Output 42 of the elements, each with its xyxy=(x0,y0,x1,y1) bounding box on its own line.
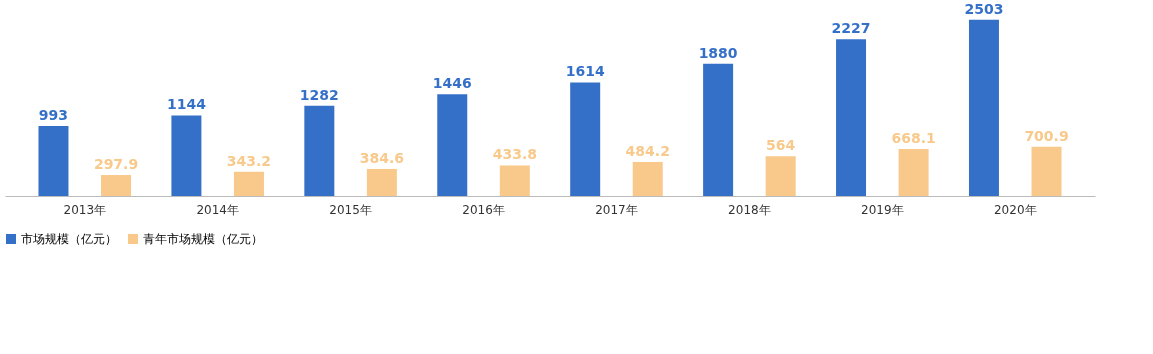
data-label: 700.9 xyxy=(1024,127,1069,144)
bar xyxy=(171,115,202,196)
bar xyxy=(703,63,734,196)
bar xyxy=(233,171,264,196)
data-label: 1614 xyxy=(565,63,605,80)
x-tick-label: 2016年 xyxy=(462,202,505,217)
data-label: 2503 xyxy=(964,0,1004,17)
bar xyxy=(1031,146,1062,196)
bar xyxy=(570,82,601,196)
legend-label: 市场规模（亿元） xyxy=(21,232,117,246)
bar xyxy=(366,168,397,196)
bar xyxy=(765,156,796,196)
bar xyxy=(437,94,468,196)
data-label: 993 xyxy=(38,107,69,124)
bar xyxy=(101,175,132,196)
bar xyxy=(898,148,929,196)
x-tick-label: 2018年 xyxy=(728,202,771,217)
data-label: 1282 xyxy=(299,86,339,103)
x-tick-label: 2014年 xyxy=(196,202,239,217)
data-label: 297.9 xyxy=(93,156,139,173)
data-label: 1880 xyxy=(698,44,738,61)
x-tick-label: 2017年 xyxy=(595,202,638,217)
bar xyxy=(38,126,69,196)
bar xyxy=(499,165,530,196)
data-label: 1446 xyxy=(432,75,472,92)
data-label: 668.1 xyxy=(891,129,936,146)
data-label: 1144 xyxy=(166,96,207,113)
data-label: 343.2 xyxy=(226,152,272,169)
data-label: 433.8 xyxy=(492,146,537,163)
legend-label: 青年市场规模（亿元） xyxy=(143,232,263,246)
x-tick-label: 2019年 xyxy=(861,202,904,217)
data-label: 484.2 xyxy=(625,142,670,159)
bar xyxy=(632,161,663,196)
bar xyxy=(304,105,335,196)
x-tick-label: 2015年 xyxy=(329,202,372,217)
data-label: 564 xyxy=(766,137,796,154)
data-label: 2227 xyxy=(831,20,871,37)
bar xyxy=(968,19,999,196)
x-tick-label: 2020年 xyxy=(993,202,1037,217)
x-tick-label: 2013年 xyxy=(63,202,107,217)
bar xyxy=(836,39,867,196)
data-label: 384.6 xyxy=(359,149,405,166)
